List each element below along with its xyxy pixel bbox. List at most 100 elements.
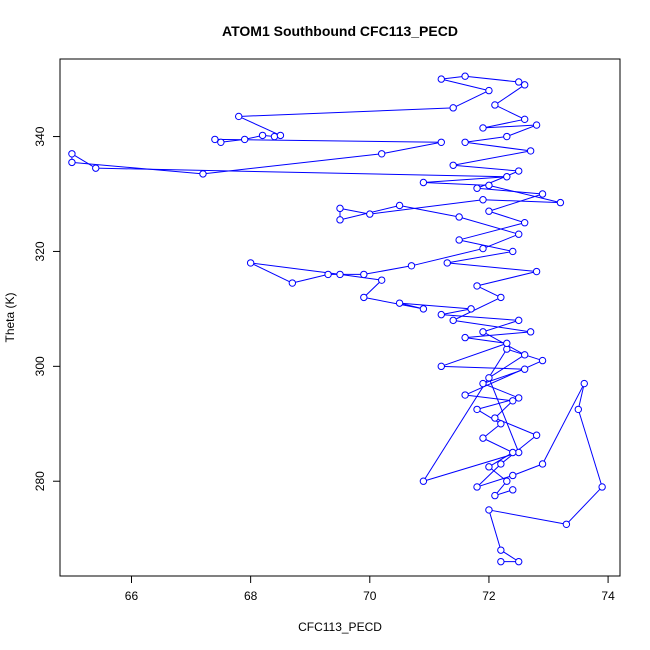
data-point bbox=[473, 184, 481, 192]
data-point bbox=[520, 81, 529, 89]
data-point bbox=[515, 448, 523, 457]
data-point bbox=[520, 219, 529, 227]
data-point bbox=[68, 150, 76, 158]
series-segment bbox=[465, 331, 531, 339]
series-segment bbox=[566, 486, 603, 525]
series-segment bbox=[71, 161, 204, 175]
series-segment bbox=[202, 153, 382, 175]
data-point bbox=[288, 279, 297, 287]
data-point bbox=[437, 138, 445, 146]
data-point bbox=[503, 477, 511, 485]
series-segment bbox=[488, 184, 561, 204]
series-segment bbox=[488, 509, 567, 525]
y-tick-label: 300 bbox=[33, 356, 47, 376]
data-point bbox=[479, 196, 487, 204]
series-segment bbox=[488, 210, 525, 224]
data-point bbox=[258, 131, 267, 140]
series-segment bbox=[482, 319, 519, 333]
data-point bbox=[532, 121, 541, 129]
series-segment bbox=[465, 141, 531, 152]
axes: 66 68 70 72 74 280 300 320 340 bbox=[33, 126, 615, 603]
data-point bbox=[503, 339, 511, 348]
data-point bbox=[520, 115, 529, 124]
data-point bbox=[509, 448, 517, 457]
data-point bbox=[479, 244, 487, 253]
series-segment bbox=[465, 394, 513, 402]
series-segment bbox=[494, 104, 525, 120]
x-tick-label: 66 bbox=[125, 589, 139, 603]
series-segment bbox=[476, 170, 519, 189]
data-point bbox=[473, 483, 481, 491]
data-point bbox=[562, 520, 571, 528]
data-point bbox=[485, 463, 493, 471]
data-point bbox=[520, 365, 529, 373]
series-segment bbox=[238, 115, 281, 136]
data-point bbox=[199, 170, 207, 178]
data-point bbox=[520, 351, 529, 359]
plot-frame bbox=[59, 58, 621, 577]
series-segment bbox=[71, 153, 97, 169]
data-point bbox=[419, 178, 428, 187]
data-point bbox=[443, 259, 451, 267]
series-segment bbox=[459, 222, 525, 241]
data-point bbox=[324, 270, 332, 279]
data-point bbox=[407, 262, 416, 270]
data-point bbox=[598, 483, 606, 491]
y-axis-label: Theta (K) bbox=[3, 292, 17, 342]
series-segment bbox=[488, 509, 502, 551]
data-point bbox=[419, 305, 428, 313]
series-segment bbox=[488, 452, 514, 468]
data-point bbox=[515, 394, 523, 402]
data-point bbox=[479, 434, 487, 442]
series-segment bbox=[452, 296, 502, 321]
data-point bbox=[503, 132, 511, 141]
data-point bbox=[515, 230, 523, 238]
data-point bbox=[211, 135, 219, 144]
data-point bbox=[437, 362, 445, 371]
series-segment bbox=[453, 319, 531, 333]
series-segment bbox=[465, 75, 519, 83]
series-segment bbox=[339, 207, 370, 215]
series-segment bbox=[482, 118, 525, 129]
series-segment bbox=[452, 90, 490, 109]
series-segment bbox=[482, 124, 537, 129]
data-point bbox=[366, 210, 374, 218]
data-point bbox=[574, 405, 582, 414]
series-segment bbox=[441, 365, 525, 370]
data-point bbox=[276, 131, 285, 140]
data-point bbox=[455, 236, 463, 244]
data-point bbox=[491, 491, 499, 500]
series-segment bbox=[476, 271, 537, 287]
data-point bbox=[461, 72, 469, 80]
data-point bbox=[217, 138, 225, 146]
x-tick-label: 68 bbox=[244, 589, 258, 603]
data-point bbox=[419, 477, 428, 485]
data-point bbox=[395, 201, 404, 210]
data-point bbox=[68, 158, 76, 167]
series-segment bbox=[238, 107, 454, 117]
data-point bbox=[509, 397, 517, 405]
series-segment bbox=[459, 239, 513, 252]
series-segment bbox=[441, 308, 472, 316]
series-segment bbox=[482, 423, 502, 439]
series-segment bbox=[488, 354, 525, 379]
x-tick-label: 70 bbox=[363, 589, 377, 603]
series-segment bbox=[488, 466, 508, 482]
series-segment bbox=[95, 167, 507, 178]
data-point bbox=[538, 460, 547, 468]
series-segment bbox=[453, 164, 519, 172]
series-segment bbox=[488, 377, 520, 453]
data-point bbox=[515, 316, 523, 325]
data-point bbox=[485, 207, 493, 215]
series-segment bbox=[577, 409, 603, 488]
data-point bbox=[526, 328, 535, 336]
data-point bbox=[92, 164, 100, 172]
series-segment bbox=[411, 248, 484, 267]
data-point bbox=[378, 276, 386, 284]
data-point bbox=[467, 305, 475, 313]
series-segment bbox=[363, 296, 424, 310]
series-segment bbox=[441, 75, 466, 80]
series-segment bbox=[441, 314, 519, 321]
data-point bbox=[532, 267, 541, 276]
